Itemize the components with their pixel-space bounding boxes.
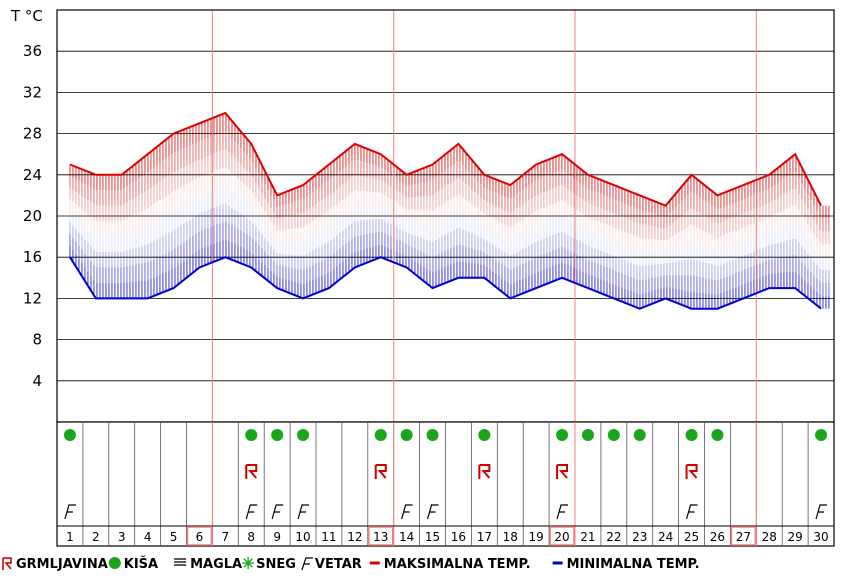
wind-flag-icon [64,504,76,520]
day-number-label: 28 [762,530,777,544]
rain-dot-icon [245,429,258,441]
legend-label-max: MAKSIMALNA TEMP. [384,557,531,572]
day-number-label: 17 [477,530,492,544]
y-tick-label: 24 [23,166,42,184]
wind-flag-icon [401,504,413,520]
highlighted-day-box [186,526,213,546]
rain-dot-icon [711,429,724,441]
day-number-label: 30 [813,530,828,544]
thunder-icon [478,464,491,479]
legend-label-rain: KIŠA [124,556,158,572]
day-number-label: 16 [451,530,466,544]
y-tick-label: 32 [23,83,42,101]
legend-label-fog: MAGLA [190,557,242,572]
legend: GRMLJAVINA KIŠA MAGLA SNEG VETAR MAKSIMALNA T… [2,556,700,572]
legend-label-thunder: GRMLJAVINA [16,557,108,572]
thunder-icon [2,557,12,570]
rain-dot-icon [374,429,387,441]
wind-flag-icon [297,504,310,520]
rain-dot-icon [607,429,620,441]
day-number-label: 7 [222,530,230,544]
rain-dot-icon [400,429,413,441]
y-axis-label: T °C [10,7,43,25]
y-tick-label: 20 [23,207,42,225]
day-number-label: 6 [196,530,204,544]
rain-dot-icon [63,429,76,441]
thunder-icon [245,464,258,479]
y-tick-label: 36 [23,42,42,60]
chart-grid [56,9,835,423]
y-tick-label: 16 [23,248,42,266]
day-number-label: 27 [736,530,751,544]
day-number-label: 21 [580,530,595,544]
temperature-lines [69,111,822,310]
day-number-label: 2 [92,530,100,544]
legend-label-min: MINIMALNA TEMP. [567,557,700,572]
y-tick-label: 28 [23,125,42,143]
rain-dot-icon [685,429,698,441]
day-number-label: 13 [373,530,388,544]
day-number-label: 22 [606,530,621,544]
rain-dot-icon [108,557,121,569]
day-number-label: 23 [632,530,647,544]
day-number-label: 18 [503,530,518,544]
rain-dot-icon [478,429,491,441]
wind-flag-icon [685,504,698,520]
day-number-label: 26 [710,530,725,544]
day-number-label: 29 [788,530,803,544]
day-number-label: 24 [658,530,673,544]
highlighted-day-box [368,526,394,546]
day-number-label: 14 [399,530,414,544]
rain-dot-icon [426,429,439,441]
weather-strip: 1 2 3 4 5 6 7 8 9 10 11 12 13 14 15 16 17 18 19 20 21 22 23 24 2… [56,421,835,547]
day-number-label: 20 [554,530,569,544]
temperature-band-hatching [69,113,830,309]
wind-flag-icon [815,504,828,520]
highlighted-day-box [549,526,575,546]
day-number-label: 8 [247,530,255,544]
rain-dot-icon [815,429,828,441]
day-number-label: 9 [273,530,281,544]
min-temp-line [69,256,822,310]
y-tick-label: 8 [32,331,42,349]
snowflake-icon [243,558,253,568]
rain-dot-icon [271,429,284,441]
legend-label-wind: VETAR [315,557,362,572]
day-number-label: 3 [118,530,126,544]
y-tick-label: 4 [32,372,42,390]
day-number-label: 12 [347,530,362,544]
rain-dot-icon [581,429,594,441]
max-temp-line [69,111,822,207]
wind-flag-icon [245,504,258,520]
thunder-icon [685,464,698,479]
wind-flag-icon [301,557,313,571]
rain-dot-icon [633,429,646,441]
thunder-icon [374,464,387,479]
day-number-label: 4 [144,530,152,544]
wind-flag-icon [271,504,284,520]
wind-flag-icon [556,504,569,520]
thunder-icon [556,464,569,479]
day-number-label: 19 [529,530,544,544]
rain-dot-icon [556,429,569,441]
day-number-label: 15 [425,530,440,544]
day-number-label: 10 [295,530,310,544]
wind-flag-icon [426,504,439,520]
y-axis: T °C 4 8 12 16 20 24 28 32 36 [10,7,43,390]
day-number-label: 5 [170,530,178,544]
highlighted-day-box [730,526,757,546]
day-number-label: 11 [321,530,336,544]
rain-dot-icon [297,429,310,441]
y-tick-label: 12 [23,289,42,307]
day-number-label: 25 [684,530,699,544]
day-number-label: 1 [66,530,74,544]
legend-label-snow: SNEG [256,557,296,572]
